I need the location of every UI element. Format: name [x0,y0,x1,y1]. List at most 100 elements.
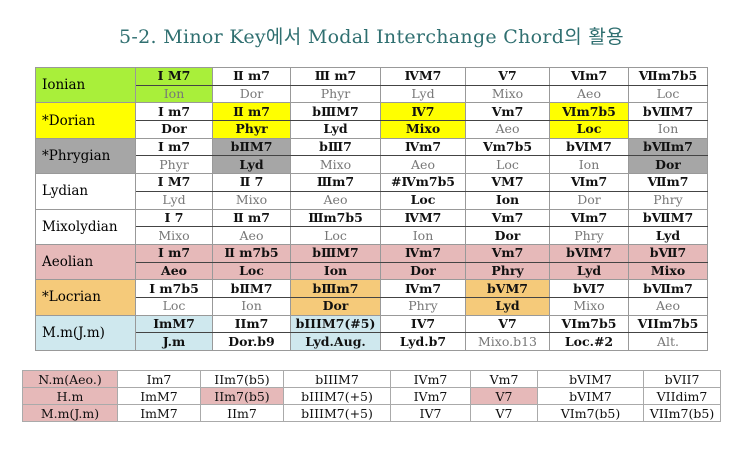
chord-cell: bⅥM7 [549,243,629,263]
scale-cell: Dor [212,84,291,104]
scale-cell: Loc.#2 [549,332,629,351]
scale-cell: Phry [549,226,629,245]
chord-cell: Ⅰ m7 [135,102,213,122]
chord-cell: #Ⅳm7b5 [380,173,466,192]
modal-interchange-table: Ionian Ⅰ M7 Ⅱ m7 Ⅲ m7 ⅣM7 Ⅴ7 Ⅵm7 Ⅶm7b5 Ion Dor Phy… [35,66,708,352]
scale-cell: Aeo [628,296,708,316]
chord-cell: VIIm7b5 [628,314,708,334]
scale-cell: Lyd [465,296,550,316]
chord-cell: bIIIM7(+5) [283,404,391,422]
chord-cell: bⅢm7 [290,279,381,298]
chord-cell: bVIM7 [537,370,644,388]
chord-cell: V7 [470,387,538,405]
scale-cell: Dor.b9 [212,332,291,351]
chord-cell: Ⅲm7b5 [290,208,381,228]
chord-cell: bⅥ7 [549,279,629,298]
scale-cell: Lyd.Aug. [290,332,381,351]
scale-cell: Loc [465,155,550,175]
chord-cell: VIIm7(b5) [643,404,721,422]
chord-row: Aeolian Ⅰ m7 Ⅱ m7b5 bⅢM7 Ⅳm7 Ⅴm7 bⅥM7 bⅦ7 [35,243,708,281]
chord-cell: bⅦM7 [628,102,708,122]
scale-cell: Phry [628,190,708,210]
scale-cell: Ion [465,190,550,210]
scale-cell: Lyd [380,84,466,104]
chord-cell: Ⅱ m7b5 [212,243,291,263]
scale-type-label: H.m [22,387,118,405]
scale-row: Aeo Loc Ion Dor Phry Lyd Mixo [36,261,708,281]
scale-cell: Aeo [549,84,629,104]
chord-cell: Ⅵm7 [549,173,629,192]
chord-cell: Ⅳm7 [380,243,466,263]
chord-cell: bⅢM7 [290,102,381,122]
scale-cell: Loc [290,226,381,245]
scale-cell: Lyd [549,261,629,281]
scale-cell: Mixo [549,296,629,316]
chord-cell: Ⅴm7 [465,208,550,228]
chord-cell: bVIM7 [537,387,644,405]
chord-row: Lydian Ⅰ M7 Ⅱ 7 Ⅲm7 #Ⅳm7b5 ⅤM7 Ⅵm7 Ⅶm7 [35,173,708,210]
mode-label: Mixolydian [35,208,136,245]
scale-cell: Lyd [628,226,708,245]
chord-cell: Ⅱ 7 [212,173,291,192]
scale-cell: Aeo [212,226,291,245]
chord-cell: Ⅴm7 [465,102,550,122]
chord-cell: Ⅲ m7 [290,67,381,86]
mode-label: *Phrygian [35,137,136,175]
scale-cell: Mixo.b13 [465,332,550,351]
chord-cell: bⅦ7 [628,243,708,263]
mode-label: *Dorian [35,102,136,139]
scale-cell: Alt. [628,332,708,351]
chord-cell: Ⅰ m7 [135,243,213,263]
chord-cell: Vm7 [470,370,538,388]
scale-row: Loc Ion Dor Phry Lyd Mixo Aeo [36,296,708,316]
chord-cell: VIm7(b5) [537,404,644,422]
chord-cell: Ⅰ m7 [135,137,213,157]
page-title: 5-2. Minor Key에서 Modal Interchange Chord… [119,26,624,48]
scale-cell: Phyr [290,84,381,104]
chord-cell: ⅤM7 [465,173,550,192]
chord-cell: bⅢ7 [290,137,381,157]
scale-cell: Phry [380,296,466,316]
chord-cell: Ⅳ7 [380,102,466,122]
chord-cell: Ⅱ m7 [212,208,291,228]
scale-cell: Aeo [465,120,550,139]
chord-cell: bIIIM7(+5) [283,387,391,405]
chord-cell: IIm7 [212,314,291,334]
chord-cell: ⅣM7 [380,67,466,86]
scale-row: J.m Dor.b9 Lyd.Aug. Lyd.b7 Mixo.b13 Loc.#2 Alt… [36,332,708,351]
chord-cell: Ⅰ 7 [135,208,213,228]
scale-cell: Mixo [380,120,466,139]
chord-cell: Ⅰ M7 [135,67,213,86]
chord-cell: Ⅴm7 [465,243,550,263]
chord-cell: Ⅱ m7 [212,102,291,122]
chord-cell: Ⅵm7b5 [549,102,629,122]
scale-cell: Phyr [135,155,213,175]
chord-row: *Dorian Ⅰ m7 Ⅱ m7 bⅢM7 Ⅳ7 Ⅴm7 Ⅵm7b5 bⅦM7 [35,102,708,139]
chord-cell: bⅤM7 [465,279,550,298]
scale-cell: Mixo [628,261,708,281]
mode-label: Lydian [35,173,136,210]
chord-cell: IVm7 [390,370,471,388]
scale-cell: J.m [135,332,213,351]
chord-cell: Ⅰ M7 [135,173,213,192]
chord-cell: V7 [470,404,538,422]
chord-cell: bⅥM7 [549,137,629,157]
scale-row: Ion Dor Phyr Lyd Mixo Aeo Loc [36,84,708,104]
chord-row: *Locrian Ⅰ m7b5 bⅡM7 bⅢm7 Ⅳm7 bⅤM7 bⅥ7 bⅦm7 [35,279,708,316]
scale-type-label: N.m(Aeo.) [22,370,118,388]
chord-cell: Ⅳm7 [380,279,466,298]
chord-cell: Ⅵm7 [549,208,629,228]
chord-cell: bⅡM7 [212,137,291,157]
chord-cell: IV7 [380,314,466,334]
chord-cell: IIm7(b5) [200,387,284,405]
scale-cell: Lyd [212,155,291,175]
chord-cell: bⅦm7 [628,137,708,157]
chord-cell: ImM7 [135,314,213,334]
minor-scale-comparison-table: N.m(Aeo.) Im7 IIm7(b5) bIIIM7 IVm7 Vm7 bVIM7 bV… [22,370,721,422]
chord-cell: bⅢM7 [290,243,381,263]
scale-cell: Phry [465,261,550,281]
chord-cell: bIIIM7(#5) [290,314,381,334]
chord-cell: IIm7(b5) [200,370,284,388]
scale-cell: Dor [628,155,708,175]
chord-cell: bIIIM7 [283,370,391,388]
